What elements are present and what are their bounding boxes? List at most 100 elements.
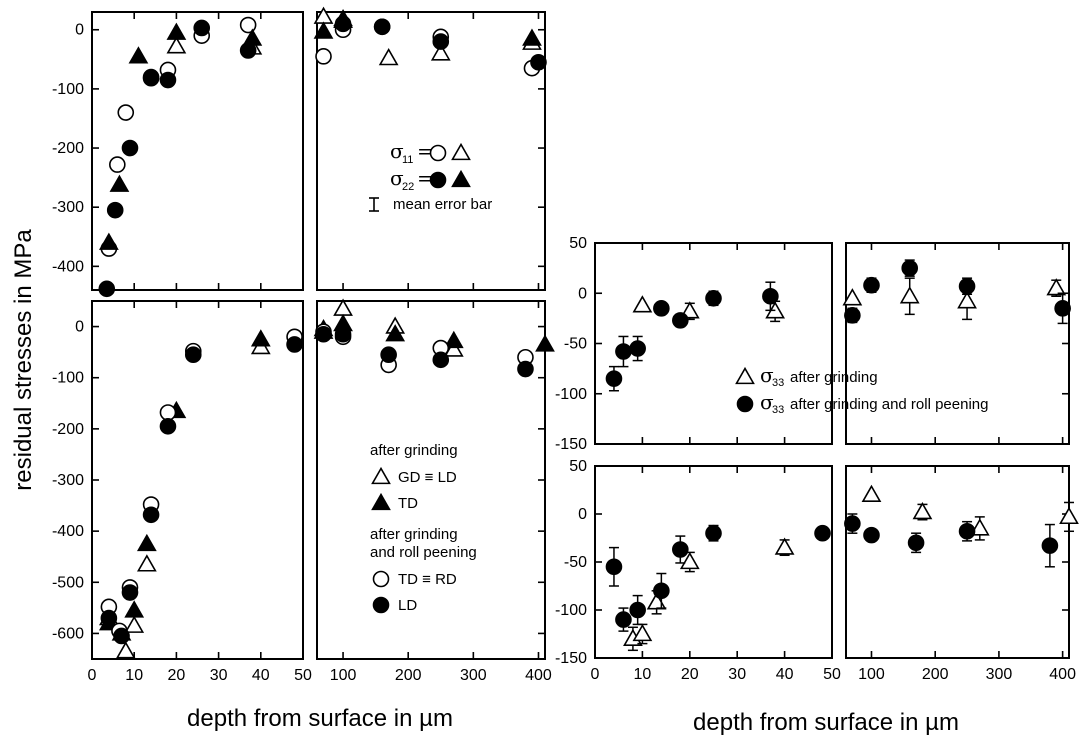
data-point xyxy=(1054,300,1071,317)
data-point xyxy=(109,174,130,192)
data-point xyxy=(842,288,863,306)
legend-marker xyxy=(372,596,390,614)
data-point xyxy=(814,524,831,542)
data-point xyxy=(432,33,450,50)
x-tick-label: 30 xyxy=(728,666,746,683)
data-point xyxy=(242,28,263,46)
data-point xyxy=(958,522,976,540)
x-tick-label: 40 xyxy=(252,667,270,684)
legend-s33a-sigma: σ xyxy=(760,363,774,387)
data-point xyxy=(334,325,352,343)
data-point xyxy=(762,287,779,305)
legend-item-td: TD xyxy=(398,495,418,512)
data-point xyxy=(443,330,464,349)
data-point xyxy=(615,611,632,628)
data-point xyxy=(159,417,177,435)
legend-heading-grinding: after grinding xyxy=(370,442,458,459)
legend-heading-roll-b: and roll peening xyxy=(370,544,477,561)
data-point xyxy=(313,21,334,39)
plot-frame-1 xyxy=(594,465,833,659)
data-point xyxy=(432,351,450,369)
data-point xyxy=(912,501,933,520)
legend-item-td-rd: TD ≡ RD xyxy=(398,571,457,588)
x-tick-label: 400 xyxy=(525,667,552,684)
x-tick-label: 20 xyxy=(168,667,186,684)
data-point xyxy=(250,329,271,347)
panels: 0-100-200-300-4000-100-200-300-400-500-6… xyxy=(52,6,1079,684)
legend-s33b-text: after grinding and roll peening xyxy=(790,396,988,413)
panel-left-top: 0 -100 -200 -300 -400 xyxy=(52,6,547,298)
data-point xyxy=(121,584,139,601)
legend-line1-eq: = xyxy=(417,139,434,163)
legend-error-label: mean error bar xyxy=(393,196,492,213)
plot-frame-2 xyxy=(845,242,1070,445)
x-tick-label: 20 xyxy=(681,666,699,683)
y-tick-label: -100 xyxy=(555,602,587,619)
legend-marker xyxy=(429,144,447,162)
x-tick-label: 400 xyxy=(1049,666,1076,683)
y-tick-label: 0 xyxy=(578,506,587,523)
data-point xyxy=(844,515,861,532)
data-point xyxy=(899,286,920,304)
legend-sigma-11-22: σ 11 = σ 22 = mean error bar xyxy=(390,139,492,213)
data-point xyxy=(115,641,136,659)
data-point xyxy=(333,298,353,316)
data-point xyxy=(653,300,670,317)
data-point xyxy=(380,346,397,364)
legend-grinding: after grinding GD ≡ LD TD after grinding… xyxy=(370,442,477,614)
data-point xyxy=(629,340,646,357)
series-1 xyxy=(605,513,1059,632)
plot-frame-1 xyxy=(91,11,304,291)
series-2 xyxy=(100,323,534,640)
data-point xyxy=(385,324,406,342)
data-point xyxy=(113,627,130,645)
data-point xyxy=(142,506,160,524)
y-tick-label: 0 xyxy=(75,22,84,39)
legend-line2-sub: 22 xyxy=(402,181,414,193)
data-point xyxy=(705,524,722,542)
data-point xyxy=(124,600,145,618)
y-tick-label: 0 xyxy=(578,285,587,302)
legend-marker xyxy=(451,169,471,188)
data-point xyxy=(1041,537,1059,554)
x-tick-label: 50 xyxy=(294,667,312,684)
data-point xyxy=(142,68,160,86)
data-point xyxy=(315,325,332,343)
panel-left-bottom: 0 -100 -200 -300 -400 -500 -600 0 10 20 30 40 50 100 2… xyxy=(52,298,555,684)
data-point xyxy=(1059,506,1079,525)
data-point xyxy=(239,16,257,34)
y-tick-label: -50 xyxy=(564,554,587,571)
y-tick-label: -300 xyxy=(52,199,84,216)
data-point xyxy=(969,518,990,536)
legend-heading-roll-a: after grinding xyxy=(370,526,458,543)
data-point xyxy=(117,104,135,121)
legend-line1-sigma: σ xyxy=(390,139,404,163)
data-point xyxy=(166,22,187,40)
data-point xyxy=(286,336,303,353)
data-point xyxy=(98,280,116,298)
x-axis-title-right: depth from surface in µm xyxy=(693,709,959,736)
data-point xyxy=(136,554,157,572)
data-point xyxy=(333,8,353,27)
data-point xyxy=(672,312,689,329)
data-point xyxy=(653,582,670,600)
legend-marker xyxy=(451,142,471,161)
data-point xyxy=(629,601,646,619)
series-1 xyxy=(166,6,542,66)
plot-frame-1 xyxy=(594,242,833,445)
data-point xyxy=(430,43,451,61)
series-3 xyxy=(99,8,542,250)
data-point xyxy=(99,232,119,250)
x-tick-label: 0 xyxy=(88,667,97,684)
legend-glyphs xyxy=(369,142,755,614)
legend-item-ld: LD xyxy=(398,597,417,614)
legend-line2-sigma: σ xyxy=(390,166,404,190)
data-point xyxy=(184,346,202,364)
legend-line2-eq: = xyxy=(417,166,434,190)
data-point xyxy=(901,259,919,277)
y-tick-label: 50 xyxy=(569,235,587,252)
x-tick-label: 10 xyxy=(634,666,652,683)
legend-marker xyxy=(735,366,755,385)
y-tick-label: -100 xyxy=(555,386,587,403)
